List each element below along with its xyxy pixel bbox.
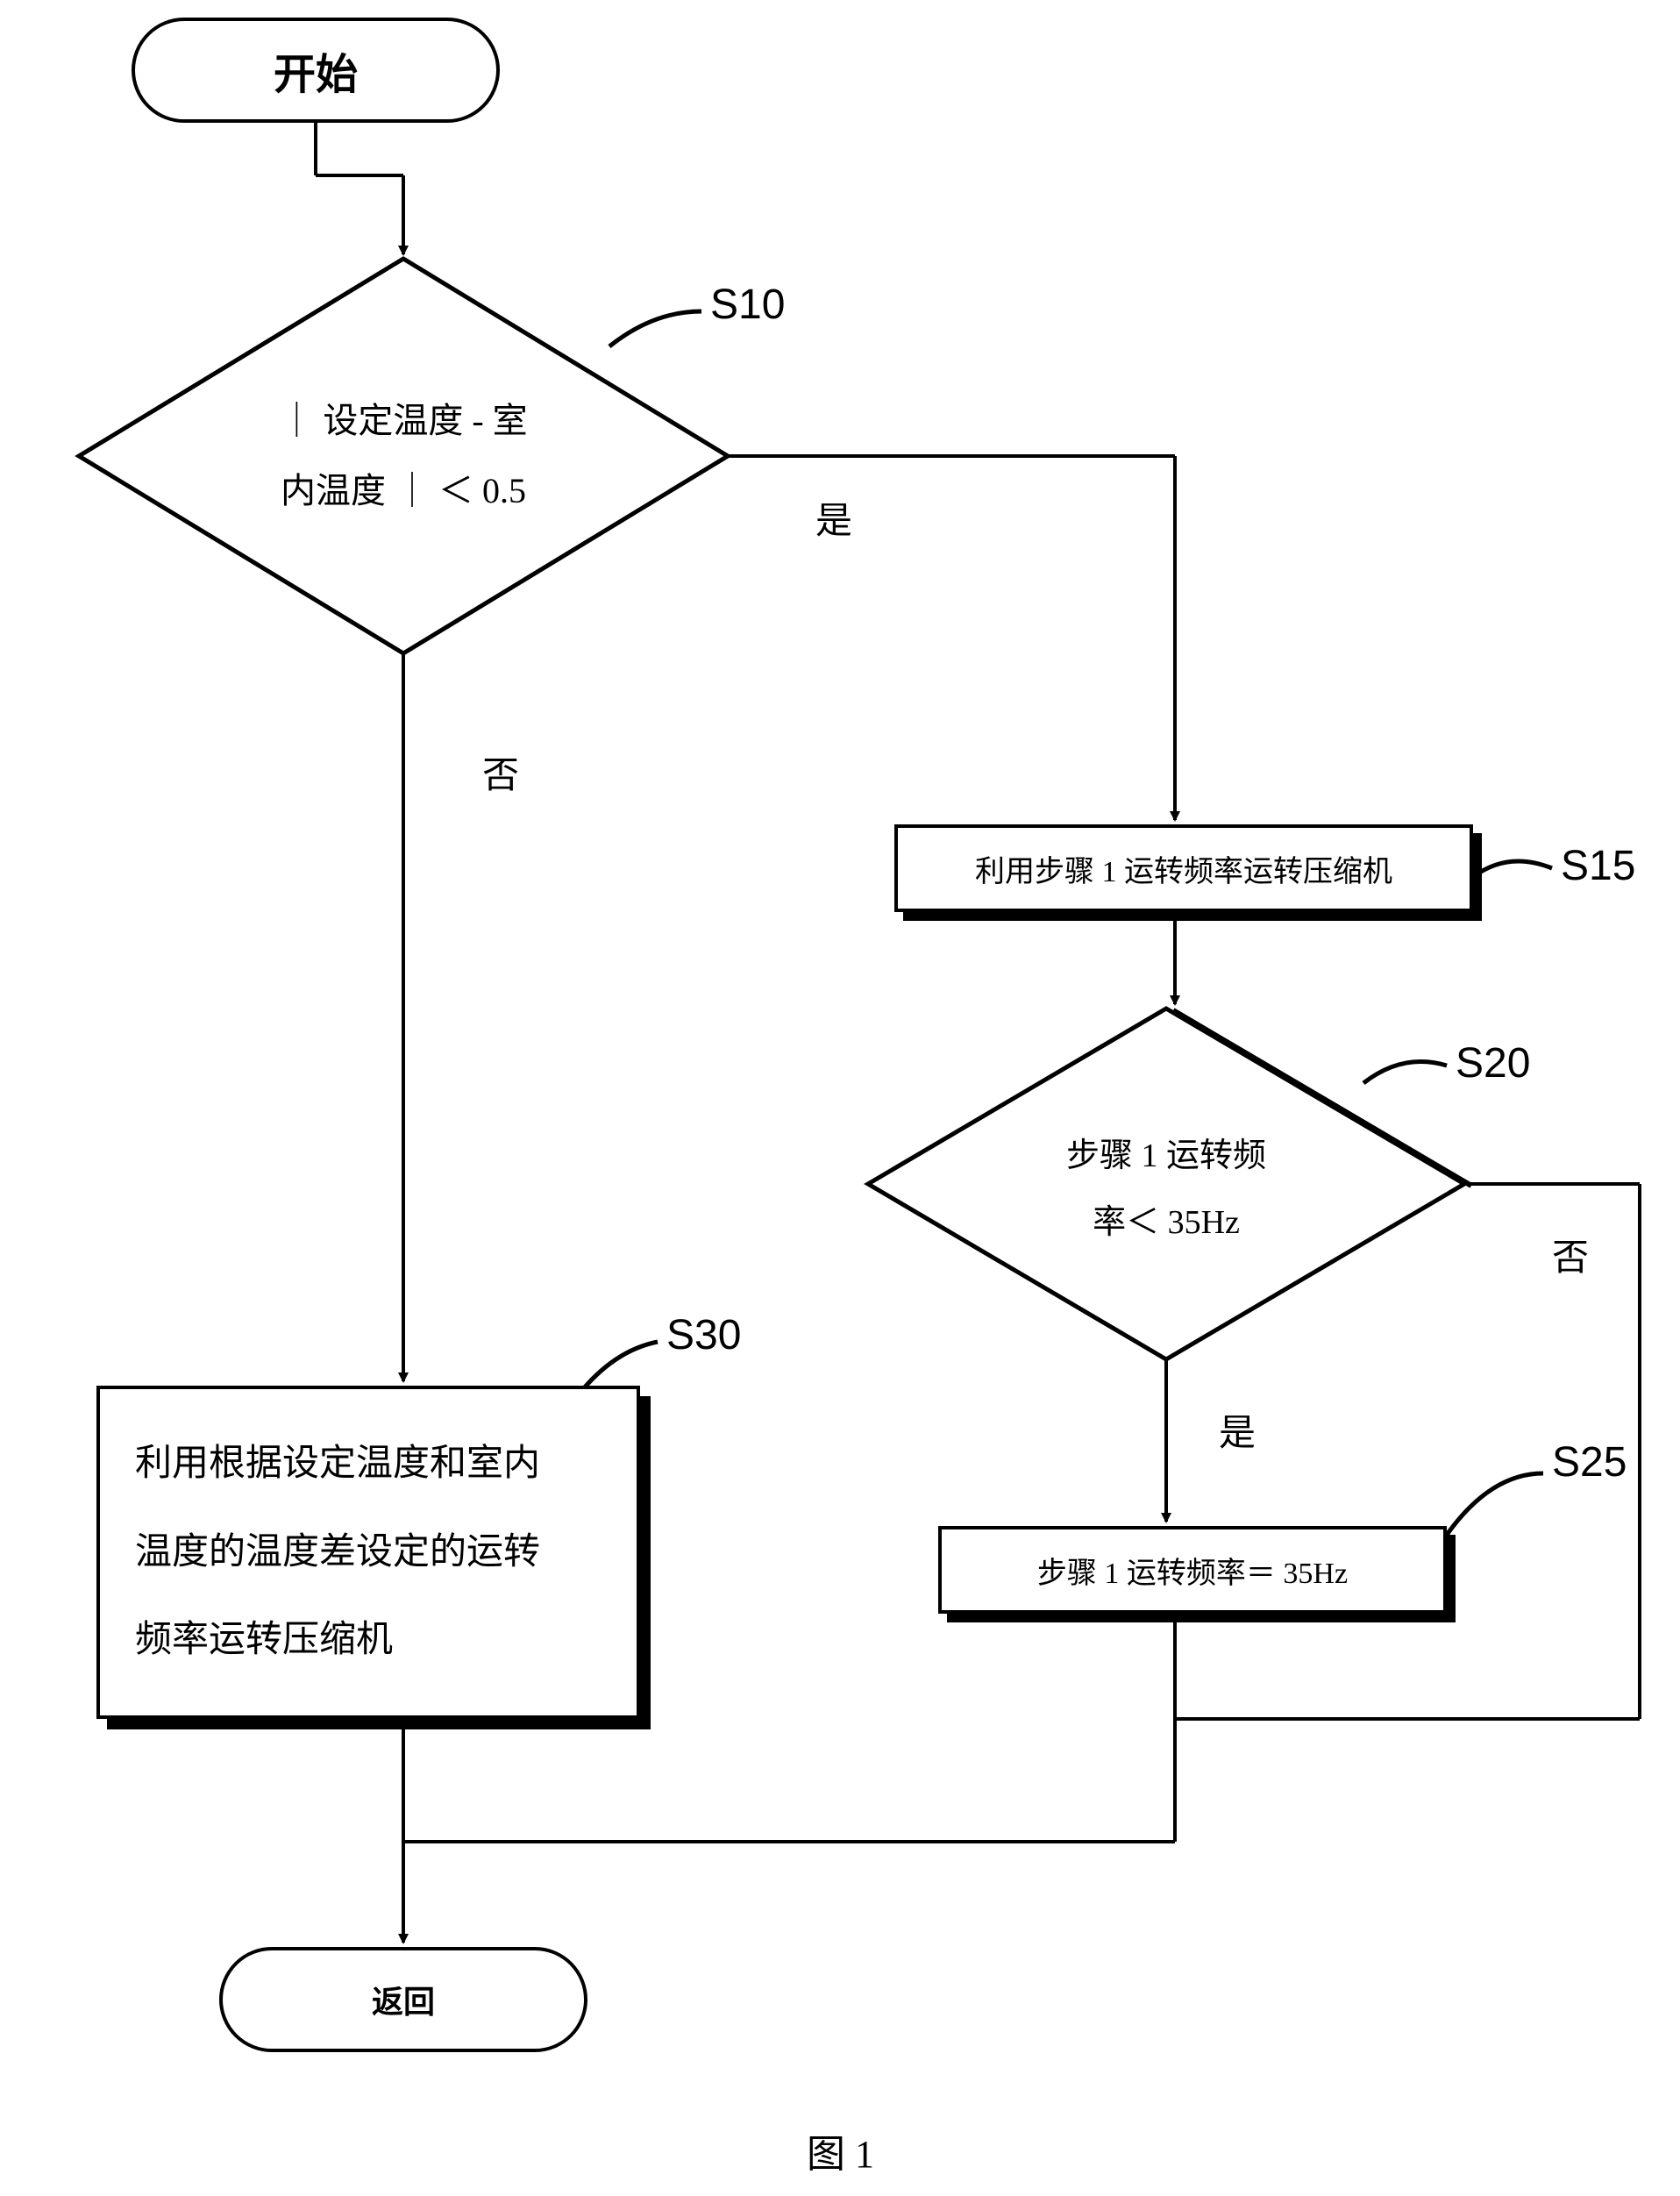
label-s15: S15 bbox=[1561, 842, 1635, 890]
decision-s20-text: 步骤 1 运转频 率＜ 35Hz bbox=[1017, 1123, 1315, 1256]
decision-s20-line2: 率＜ 35Hz bbox=[1017, 1189, 1315, 1256]
label-curve-s15 bbox=[1473, 861, 1552, 877]
terminal-return-text: 返回 bbox=[372, 1977, 435, 2022]
process-s15: 利用步骤 1 运转频率运转压缩机 bbox=[894, 824, 1473, 912]
label-s25: S25 bbox=[1552, 1438, 1627, 1487]
label-yes-s10: 是 bbox=[815, 491, 852, 545]
label-s30: S30 bbox=[666, 1311, 741, 1359]
process-s25: 步骤 1 运转频率＝ 35Hz bbox=[938, 1526, 1447, 1614]
terminal-start: 开始 bbox=[132, 18, 500, 123]
flowchart-container: 开始 返回 ｜ 设定温度 - 室 内温度 ｜ ＜ 0.5 步骤 1 运转频 率＜… bbox=[0, 0, 1680, 2196]
label-curve-s25 bbox=[1447, 1473, 1543, 1535]
decision-s10-line2: 内温度 ｜ ＜ 0.5 bbox=[228, 456, 579, 526]
process-s30-line1: 利用根据设定温度和室内 bbox=[135, 1420, 540, 1508]
flowchart-svg bbox=[0, 0, 1680, 2196]
decision-s10-text: ｜ 设定温度 - 室 内温度 ｜ ＜ 0.5 bbox=[228, 386, 579, 526]
process-s30-line2: 温度的温度差设定的运转 bbox=[135, 1508, 540, 1597]
label-yes-s20: 是 bbox=[1219, 1403, 1256, 1457]
label-curve-s20 bbox=[1363, 1062, 1447, 1084]
label-s20: S20 bbox=[1456, 1039, 1530, 1087]
decision-s20-line1: 步骤 1 运转频 bbox=[1017, 1123, 1315, 1189]
terminal-return: 返回 bbox=[219, 1947, 587, 2052]
process-s30: 利用根据设定温度和室内 温度的温度差设定的运转 频率运转压缩机 bbox=[96, 1386, 640, 1719]
decision-s10-line1: ｜ 设定温度 - 室 bbox=[228, 386, 579, 456]
process-s15-text: 利用步骤 1 运转频率运转压缩机 bbox=[975, 847, 1392, 890]
label-curve-s10 bbox=[609, 311, 701, 346]
label-no-s10: 否 bbox=[482, 745, 519, 799]
label-no-s20: 否 bbox=[1552, 1228, 1589, 1281]
process-s25-text: 步骤 1 运转频率＝ 35Hz bbox=[1037, 1549, 1348, 1592]
figure-label: 图 1 bbox=[807, 2122, 874, 2178]
label-s10: S10 bbox=[710, 281, 785, 329]
terminal-start-text: 开始 bbox=[274, 39, 358, 101]
process-s30-line3: 频率运转压缩机 bbox=[135, 1596, 540, 1685]
